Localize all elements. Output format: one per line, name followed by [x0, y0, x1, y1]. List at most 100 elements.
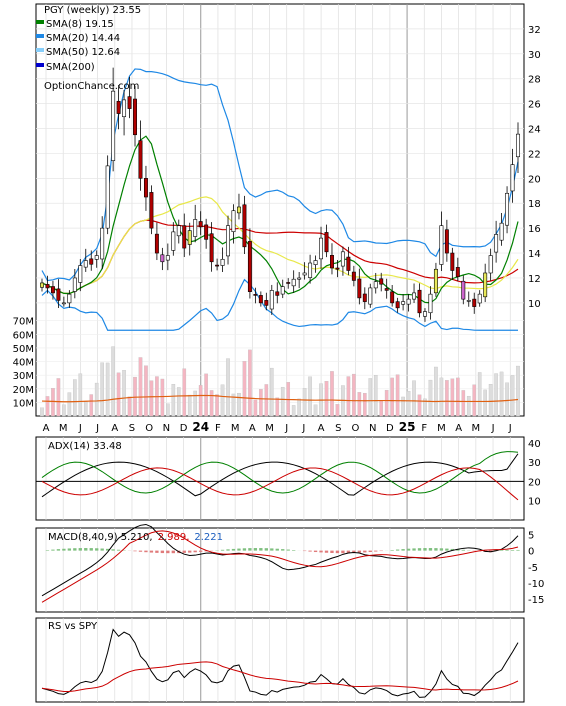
macd-histogram-bar [84, 548, 88, 551]
volume-bar [248, 349, 252, 417]
volume-bar [488, 383, 493, 417]
macd-panel [35, 527, 525, 613]
x-tick-label: A [43, 423, 50, 434]
volume-bar [67, 392, 72, 417]
candle-body [433, 268, 438, 294]
y-tick-label: 14 [528, 249, 541, 260]
volume-bar [269, 367, 274, 417]
candle-body [193, 219, 198, 237]
x-tick-label: 25 [399, 420, 416, 434]
candle-body [253, 294, 258, 296]
volume-bar [362, 392, 367, 417]
macd-histogram-bar [286, 549, 290, 551]
volume-bar [127, 396, 132, 417]
macd-histogram-bar [67, 548, 72, 551]
macd-tick-label: 0 [528, 547, 534, 558]
y-tick-label: 22 [528, 149, 541, 160]
macd-histogram-bar [220, 549, 225, 551]
macd-histogram-bar [363, 550, 367, 553]
macd-signal-line [41, 530, 519, 603]
macd-histogram-bar [226, 549, 230, 551]
volume-bar [313, 404, 318, 417]
macd-histogram-bar [111, 549, 115, 551]
candle-body [368, 287, 373, 305]
macd-histogram-bar [144, 550, 148, 553]
x-tick-label: N [369, 423, 376, 434]
legend-sma200: SMA(200) [46, 62, 95, 73]
volume-bar [456, 377, 460, 417]
volume-bar [187, 394, 192, 417]
x-tick-label: O [145, 423, 153, 434]
candle-body [308, 262, 313, 278]
candle-body [247, 241, 252, 292]
volume-bar [423, 398, 427, 417]
volume-bar [445, 380, 449, 417]
candle-body [258, 295, 263, 304]
candle-body [138, 140, 143, 179]
macd-histogram-bar [324, 550, 329, 553]
volume-bar [264, 384, 269, 417]
adx-plus-di [41, 451, 519, 494]
macd-histogram-bar [450, 548, 455, 551]
macd-histogram-bar [199, 550, 203, 552]
volume-bar [368, 378, 373, 417]
volume-bar [330, 371, 334, 417]
y-tick-label: 12 [528, 274, 541, 285]
x-tick-label: M [265, 423, 274, 434]
y-tick-label: 28 [528, 75, 541, 86]
volume-bar [483, 389, 487, 417]
legend-sma50: SMA(50) 12.64 [46, 47, 120, 58]
macd-tick-label: 5 [528, 530, 534, 541]
candle-body [237, 206, 241, 214]
sma8-line [41, 135, 519, 304]
volume-bar [62, 404, 66, 417]
volume-bar [472, 384, 477, 417]
volume-bar [105, 362, 110, 417]
legend: SMA(8) 19.15 SMA(20) 14.44 SMA(50) 12.64… [36, 19, 139, 92]
volume-bar [40, 407, 44, 417]
candle-body [499, 222, 504, 241]
candle-body [373, 281, 378, 289]
x-tick-label: D [180, 423, 188, 434]
volume-bar [56, 378, 61, 417]
volume-bar [122, 370, 126, 417]
volume-bar [352, 373, 356, 417]
candle-body [45, 284, 50, 289]
legend-swatch-sma20 [36, 34, 44, 38]
macd-histogram-bar [270, 548, 274, 551]
x-tick-label: A [249, 423, 256, 434]
x-tick-label: A [318, 423, 325, 434]
adx-label: ADX(14) 33.48 [48, 441, 122, 452]
macd-histogram-bar [89, 548, 93, 551]
volume-bar [379, 400, 384, 417]
volume-bar [83, 401, 88, 417]
volume-bar [494, 373, 498, 417]
x-tick-label: 24 [192, 420, 209, 434]
legend-swatch-sma50 [36, 48, 44, 52]
candle-body [264, 300, 269, 306]
macd-histogram-bar [78, 548, 82, 551]
legend-sma8: SMA(8) 19.15 [46, 19, 114, 30]
y-tick-label: 32 [528, 25, 541, 36]
rs-average-line [41, 661, 519, 693]
candle-body [510, 164, 515, 192]
macd-histogram-bar [253, 548, 258, 551]
candle-body [291, 278, 296, 287]
adx-tick-label: 40 [528, 439, 541, 450]
candle-body [466, 300, 471, 302]
volume-bar [428, 379, 433, 417]
volume-bar [226, 358, 230, 417]
volume-bar [297, 398, 301, 417]
macd-histogram-bar [434, 548, 438, 551]
volume-bar [357, 392, 362, 417]
candle-body [143, 178, 148, 198]
y-tick-label: 10 [528, 299, 541, 310]
macd-histogram-bar [499, 549, 504, 551]
x-tick-label: J [284, 423, 288, 434]
volume-bar [215, 394, 219, 417]
candle-body [439, 225, 444, 265]
macd-histogram-bar [133, 550, 137, 552]
volume-bar [111, 346, 115, 417]
macd-histogram-bar [95, 548, 99, 551]
volume-bar [395, 374, 400, 417]
